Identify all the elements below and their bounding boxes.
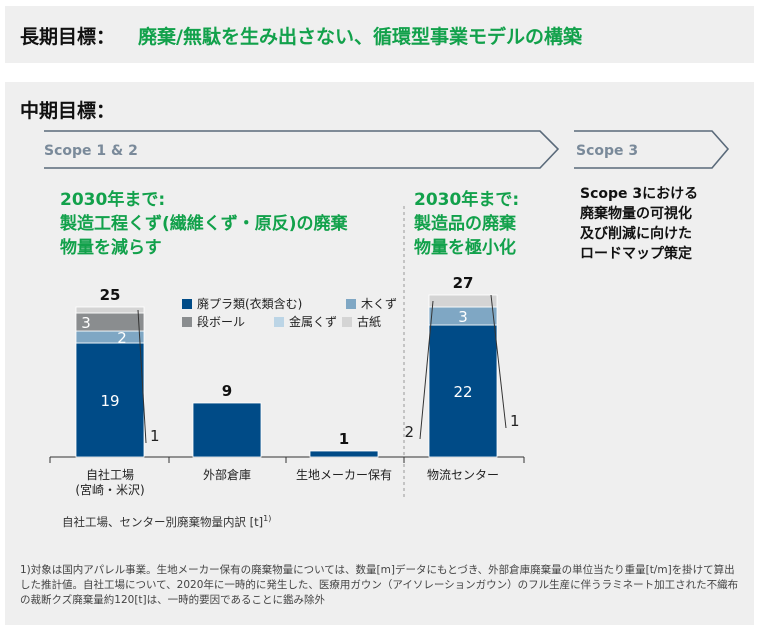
legend-label: 古紙 — [357, 314, 381, 329]
goal-right-line3: 物量を極小化 — [414, 238, 516, 258]
chart-caption: 自社工場、センター別廃棄物量内訳 [t]1) — [62, 514, 271, 530]
x-tick-label: 外部倉庫 — [203, 467, 251, 482]
bar-segment-0-1 — [75, 330, 145, 344]
bar-segment-3-0 — [428, 324, 498, 458]
footnote: 1)対象は国内アパレル事業。生地メーカー保有の廃棄物量については、数量[m]デー… — [20, 564, 739, 606]
segment-label: 1 — [510, 412, 520, 430]
segment-label: 1 — [150, 427, 160, 445]
long-term-banner — [5, 6, 754, 63]
bar-total-label: 25 — [100, 286, 121, 304]
scope3-chevron — [574, 130, 730, 169]
scope3-line2: 廃棄物量の可視化 — [580, 206, 692, 222]
chart-caption-sup: 1) — [263, 514, 272, 524]
segment-label: 3 — [81, 314, 91, 332]
bar-total-label: 1 — [339, 430, 349, 448]
segment-label: 2 — [117, 329, 127, 347]
segment-label: 19 — [100, 392, 119, 410]
chart-caption-text: 自社工場、センター別廃棄物量内訳 [t] — [62, 515, 264, 529]
scope12-label: Scope 1 & 2 — [44, 143, 138, 159]
goal-left-line3: 物量を減らす — [60, 238, 162, 258]
segment-label: 2 — [404, 423, 414, 441]
bar-segment-0-0 — [75, 342, 145, 458]
goal-right-line2: 製造品の廃棄 — [414, 214, 516, 234]
legend-label: 段ボール — [197, 314, 245, 329]
segment-leader-line — [419, 300, 434, 440]
legend-swatch — [182, 317, 192, 327]
bar-segment-0-4 — [75, 306, 145, 314]
scope3-line1: Scope 3における — [580, 186, 699, 202]
bar-segment-2-0 — [309, 450, 379, 458]
bar-total-label: 27 — [453, 274, 474, 292]
bar-segment-3-4 — [428, 294, 498, 308]
scope12-chevron — [44, 130, 560, 169]
scope3-line3: 及び削減に向けた — [580, 226, 692, 242]
legend-swatch — [346, 299, 356, 309]
legend-swatch — [182, 299, 192, 309]
segment-label: 22 — [453, 383, 472, 401]
segment-label: 3 — [458, 308, 468, 326]
legend-swatch — [274, 317, 284, 327]
legend-label: 木くず — [361, 297, 397, 311]
goal-left-line1: 2030年まで: — [60, 190, 166, 210]
goal-right-line1: 2030年まで: — [414, 190, 520, 210]
mid-term-label: 中期目標： — [20, 100, 116, 122]
long-term-label: 長期目標： — [20, 26, 116, 48]
x-tick-label: 物流センター — [427, 468, 499, 482]
segment-leader-line — [490, 294, 507, 429]
scope3-label: Scope 3 — [576, 143, 638, 159]
segment-leader-line — [137, 309, 147, 444]
long-term-goal: 廃棄/無駄を生み出さない、循環型事業モデルの構築 — [138, 26, 582, 48]
bar-total-label: 9 — [222, 382, 232, 400]
x-tick-label: 自社工場 — [86, 467, 134, 482]
legend-label: 金属くず — [289, 314, 337, 329]
goal-left-line2: 製造工程くず(繊維くず・原反)の廃棄 — [60, 214, 348, 234]
scope3-line4: ロードマップ策定 — [580, 246, 692, 262]
legend-swatch — [342, 317, 352, 327]
x-tick-label: (宮崎・米沢) — [75, 482, 144, 497]
bar-segment-1-0 — [192, 402, 262, 458]
x-tick-label: 生地メーカー保有 — [296, 468, 392, 482]
legend-label: 廃プラ類(衣類含む) — [197, 296, 302, 311]
